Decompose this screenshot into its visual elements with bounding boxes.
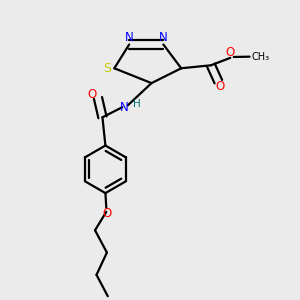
Text: N: N — [159, 32, 168, 44]
Text: S: S — [103, 62, 111, 75]
Text: N: N — [120, 101, 128, 114]
Text: H: H — [133, 99, 140, 109]
Text: N: N — [125, 32, 134, 44]
Text: O: O — [215, 80, 224, 94]
Text: O: O — [103, 207, 112, 220]
Text: O: O — [87, 88, 97, 101]
Text: O: O — [226, 46, 235, 59]
Text: CH₃: CH₃ — [252, 52, 270, 62]
